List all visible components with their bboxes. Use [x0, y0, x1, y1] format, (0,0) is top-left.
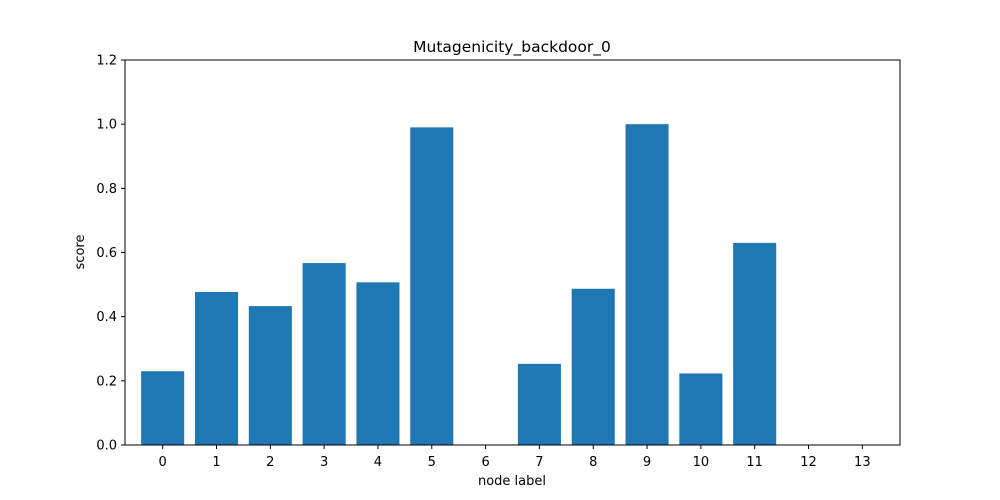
x-tick-label: 10: [693, 455, 710, 470]
x-axis-label: node label: [478, 474, 546, 489]
x-tick-label: 4: [374, 455, 382, 470]
y-axis-ticks: 0.0 0.2 0.4 0.6 0.8 1.0 1.2: [96, 54, 125, 454]
bar-node-7: [517, 363, 561, 445]
x-tick-label: 13: [854, 455, 871, 470]
bar-node-1: [194, 291, 239, 445]
y-tick-label: 0.6: [96, 246, 117, 261]
bar-node-5: [410, 127, 454, 445]
x-tick-label: 3: [320, 455, 328, 470]
y-tick-label: 0.8: [96, 182, 117, 197]
y-axis-label: score: [73, 235, 88, 270]
x-tick-label: 7: [535, 455, 543, 470]
chart-title: Mutagenicity_backdoor_0: [413, 38, 611, 57]
plot-frame: [124, 59, 901, 446]
bar-node-10: [679, 373, 723, 445]
x-tick-label: 8: [589, 455, 597, 470]
x-tick-label: 5: [428, 455, 436, 470]
bar-node-0: [141, 371, 185, 445]
y-tick-label: 1.2: [96, 54, 117, 69]
bar-node-3: [302, 263, 346, 445]
y-tick-label: 0.4: [96, 310, 117, 325]
y-tick-label: 0.0: [96, 439, 117, 454]
bar-node-11: [733, 242, 777, 445]
x-tick-label: 12: [800, 455, 817, 470]
bars-group: [141, 124, 777, 446]
x-tick-label: 1: [212, 455, 220, 470]
bar-node-9: [625, 124, 669, 446]
y-tick-label: 0.2: [96, 374, 117, 389]
x-tick-label: 11: [746, 455, 763, 470]
bar-node-4: [356, 282, 400, 445]
bar-node-8: [571, 288, 615, 445]
x-tick-label: 6: [481, 455, 489, 470]
x-tick-label: 0: [159, 455, 167, 470]
x-tick-label: 9: [643, 455, 651, 470]
x-tick-label: 2: [266, 455, 274, 470]
y-tick-label: 1.0: [96, 118, 117, 133]
x-axis-ticks: 0 1 2 3 4 5 6 7 8 9 10 11 12 13: [159, 445, 871, 470]
bar-node-2: [248, 306, 292, 445]
